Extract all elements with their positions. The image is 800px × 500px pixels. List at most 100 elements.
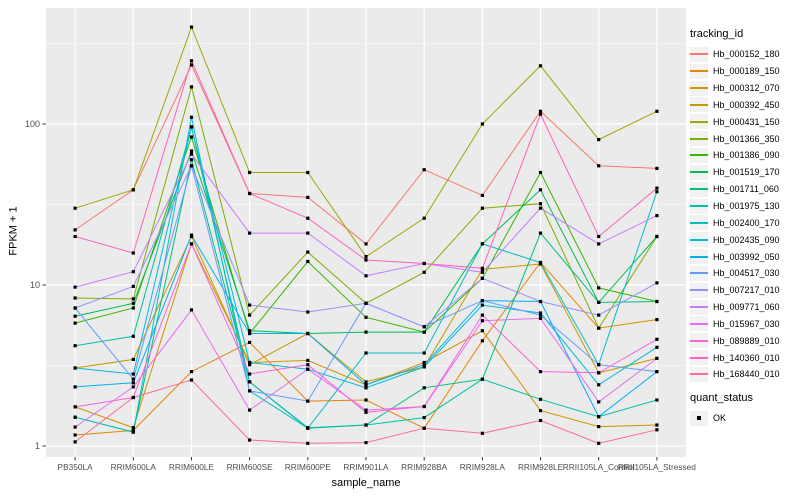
legend-item-label: Hb_000312_070 [713, 83, 780, 94]
data-point-marker [306, 231, 310, 235]
y-tick-label: 100 [25, 119, 40, 129]
data-point-marker [364, 386, 368, 390]
x-tick-label: RRIM928BA [401, 462, 448, 472]
data-point-marker [538, 64, 543, 68]
data-point-marker [480, 431, 484, 435]
series-color-line-icon [690, 272, 708, 275]
data-point-marker [73, 385, 77, 389]
x-tick-label: RRII105LA_Stressed [618, 462, 696, 472]
data-point-marker [131, 251, 135, 255]
legend-item-Hb_140360_010: Hb_140360_010 [690, 349, 800, 366]
data-point-marker [248, 438, 252, 442]
series-color-line-icon [690, 53, 708, 56]
data-point-marker [597, 425, 601, 429]
data-point-marker [131, 385, 135, 389]
legend-item-label: Hb_007217_010 [713, 285, 780, 296]
series-color-line-icon [690, 255, 708, 258]
data-point-marker [597, 363, 601, 367]
x-tick-label: RRIM928LA [460, 462, 506, 472]
data-point-marker [538, 397, 543, 401]
data-point-marker [306, 399, 310, 403]
data-point-marker [306, 441, 310, 445]
data-point-marker [480, 299, 484, 303]
legend-item-Hb_001975_130: Hb_001975_130 [690, 198, 800, 215]
data-point-marker [422, 270, 426, 274]
data-point-marker [73, 234, 77, 239]
data-point-marker [597, 138, 601, 142]
ok-legend-key [690, 410, 708, 426]
series-color-line-icon [690, 171, 708, 174]
data-point-marker [480, 270, 484, 274]
data-point-marker [131, 428, 135, 432]
data-point-marker [422, 330, 426, 334]
data-point-marker [131, 372, 135, 376]
data-point-marker [189, 152, 194, 156]
y-tick-label: 1 [35, 441, 40, 451]
data-point-marker [131, 188, 135, 192]
data-point-marker [480, 242, 484, 246]
legend-key-swatch [690, 265, 708, 281]
data-point-marker [131, 297, 135, 301]
data-point-marker [189, 164, 194, 168]
data-point-marker [73, 366, 77, 370]
data-point-marker [248, 389, 252, 393]
series-color-line-icon [690, 221, 708, 224]
data-point-marker [131, 306, 135, 310]
data-point-marker [73, 405, 77, 409]
data-point-marker [73, 285, 77, 289]
data-point-marker [248, 380, 252, 384]
data-point-marker [480, 339, 484, 343]
data-point-marker [306, 426, 310, 430]
data-point-marker [189, 59, 194, 63]
data-point-marker [655, 428, 659, 432]
data-point-marker [422, 404, 426, 409]
series-color-line-icon [690, 103, 708, 106]
data-point-marker [422, 416, 426, 420]
data-point-marker [422, 365, 426, 369]
data-point-marker [306, 358, 310, 362]
data-point-marker [189, 158, 194, 162]
legend-key-swatch [690, 63, 708, 79]
data-point-marker [131, 426, 135, 430]
data-point-marker [538, 170, 543, 175]
legend-title-tracking-id: tracking_id [690, 28, 744, 40]
data-point-marker [655, 186, 659, 190]
data-point-marker [480, 329, 484, 333]
data-point-marker [189, 135, 194, 139]
data-point-marker [189, 370, 194, 374]
legend-item-Hb_002400_170: Hb_002400_170 [690, 214, 800, 231]
data-point-marker [655, 299, 659, 304]
data-point-marker [73, 415, 77, 419]
data-point-marker [248, 360, 252, 365]
legend-key-swatch [690, 316, 708, 332]
data-point-marker [422, 351, 426, 355]
data-point-marker [480, 276, 484, 280]
legend-item-label: Hb_002400_170 [713, 217, 780, 228]
legend-item-label: Hb_089889_010 [713, 335, 780, 346]
data-point-marker [655, 398, 659, 402]
legend: tracking_id Hb_000152_180 Hb_000189_150 Hb… [690, 28, 800, 427]
legend-item-Hb_000431_150: Hb_000431_150 [690, 113, 800, 130]
data-point-marker [655, 345, 659, 349]
data-point-marker [306, 195, 310, 199]
data-point-marker [131, 270, 135, 274]
data-point-marker [597, 326, 601, 330]
legend-item-Hb_168440_010: Hb_168440_010 [690, 366, 800, 383]
data-point-marker [538, 299, 543, 304]
series-color-line-icon [690, 289, 708, 292]
data-point-marker [306, 170, 310, 175]
legend-key-swatch [690, 350, 708, 366]
data-point-marker [597, 371, 601, 375]
legend-key-swatch [690, 232, 708, 248]
data-point-marker [131, 430, 135, 434]
data-point-marker [189, 308, 194, 312]
data-point-marker [422, 386, 426, 390]
data-point-marker [655, 370, 659, 374]
x-tick-labels: PB350LA RRIM600LA RRIM600LE RRIM600SE RRIM60… [58, 462, 697, 472]
data-point-marker [538, 188, 543, 192]
data-point-marker [73, 440, 77, 444]
data-point-marker [248, 313, 252, 317]
data-point-marker [306, 259, 310, 264]
data-point-marker [73, 228, 77, 232]
